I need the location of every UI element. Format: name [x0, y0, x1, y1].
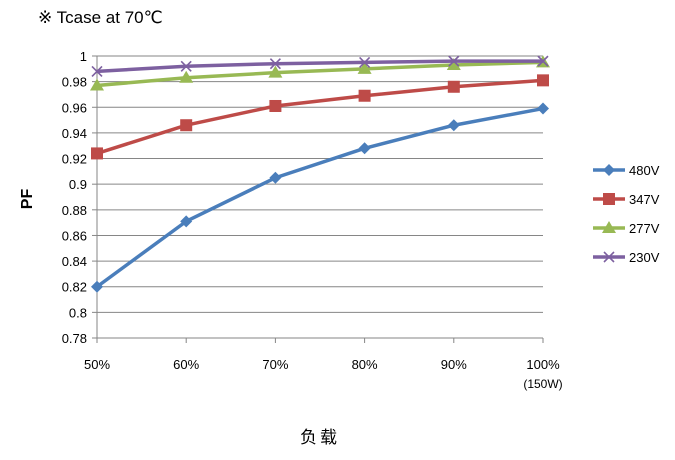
x-tick-label: 50% [84, 357, 110, 372]
y-axis-title: PF [19, 189, 36, 210]
legend-item-480V: 480V [593, 163, 660, 178]
legend-item-347V: 347V [593, 192, 660, 207]
legend-marker [603, 164, 615, 176]
y-tick-label: 0.88 [62, 203, 87, 218]
series-line-347V [96, 78, 544, 156]
data-point-230V [180, 60, 192, 72]
x-tick-label: 60% [173, 357, 199, 372]
data-point-230V [537, 55, 549, 67]
data-point-347V [91, 147, 103, 160]
series-line-230V [96, 59, 543, 74]
data-point-347V [269, 99, 282, 112]
legend-label: 480V [629, 163, 660, 178]
data-point-480V [180, 215, 193, 228]
x-tick-label: 70% [262, 357, 288, 372]
legend-label: 347V [629, 192, 660, 207]
x-tick-label: 80% [352, 357, 378, 372]
y-tick-label: 0.94 [62, 126, 87, 141]
data-point-230V [359, 56, 371, 68]
y-tick-label: 0.92 [62, 152, 87, 167]
data-point-277V [179, 70, 194, 83]
legend-item-230V: 230V [593, 250, 660, 265]
x-tick-label: 100% [526, 357, 560, 372]
legend-marker [602, 221, 616, 233]
series-277V [90, 55, 550, 91]
data-point-480V [447, 119, 460, 132]
data-point-347V [358, 89, 371, 102]
data-point-277V [90, 78, 104, 91]
data-point-480V [358, 142, 371, 155]
legend-item-277V: 277V [593, 221, 660, 236]
data-point-347V [537, 74, 549, 87]
series-230V [91, 55, 549, 77]
y-tick-label: 0.84 [62, 254, 87, 269]
y-tick-label: 0.78 [62, 331, 87, 346]
data-point-277V [357, 61, 372, 74]
data-point-230V [91, 65, 103, 77]
data-point-480V [269, 171, 282, 184]
chart-title: ※ Tcase at 70℃ [38, 8, 163, 27]
legend-label: 230V [629, 250, 660, 265]
data-point-347V [447, 80, 460, 93]
x-axis-title: 负载 [300, 428, 340, 447]
x-tick-sublabel: (150W) [523, 377, 562, 391]
data-point-277V [446, 57, 461, 70]
data-point-347V [180, 119, 193, 132]
data-point-480V [537, 102, 549, 115]
y-tick-label: 0.96 [62, 100, 87, 115]
data-point-480V [91, 280, 103, 293]
data-point-277V [268, 65, 283, 78]
series-line-480V [95, 106, 544, 289]
series-line-277V [96, 60, 544, 88]
x-tick-label: 90% [441, 357, 467, 372]
data-point-230V [448, 55, 460, 67]
y-tick-label: 0.9 [69, 177, 87, 192]
y-tick-label: 0.8 [69, 305, 87, 320]
data-point-230V [269, 58, 281, 70]
legend-marker [603, 251, 615, 263]
y-tick-label: 0.86 [62, 228, 87, 243]
y-tick-label: 0.98 [62, 75, 87, 90]
legend-label: 277V [629, 221, 660, 236]
series-480V [91, 102, 549, 293]
legend-marker [603, 193, 615, 205]
y-tick-label: 0.82 [62, 280, 87, 295]
series-347V [91, 74, 549, 160]
y-tick-label: 1 [80, 49, 87, 64]
